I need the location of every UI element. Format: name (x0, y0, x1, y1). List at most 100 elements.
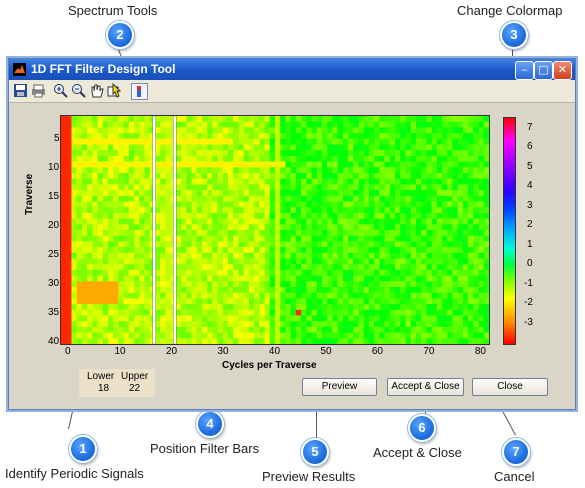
heatmap-cell (389, 258, 396, 265)
heatmap-cell (139, 332, 146, 339)
heatmap-cell (415, 241, 422, 248)
heatmap-cell (175, 161, 182, 168)
heatmap-cell (81, 121, 88, 128)
heatmap-cell (154, 292, 161, 299)
heatmap-cell (233, 161, 239, 168)
heatmap-cell (254, 184, 260, 191)
lower-filter-bar[interactable] (152, 116, 156, 344)
heatmap-cell (353, 292, 360, 299)
heatmap-cell (107, 121, 114, 128)
zoom-in-icon[interactable] (53, 83, 68, 98)
heatmap-cell (238, 150, 245, 157)
spectrum-heatmap[interactable] (60, 115, 490, 345)
preview-button[interactable]: Preview (302, 378, 377, 396)
maximize-icon[interactable]: □ (534, 61, 553, 80)
colormap-colorbar[interactable] (503, 117, 516, 345)
heatmap-cell (379, 207, 386, 214)
heatmap-cell (66, 287, 72, 294)
minimize-icon[interactable]: – (515, 61, 534, 80)
heatmap-cell (259, 133, 266, 140)
heatmap-cell (222, 235, 229, 242)
heatmap-cell (123, 298, 130, 305)
heatmap-cell (306, 292, 313, 299)
heatmap-cell (295, 167, 302, 174)
heatmap-cell (128, 315, 135, 322)
heatmap-cell (71, 315, 78, 322)
heatmap-cell (97, 321, 104, 328)
heatmap-cell (165, 264, 172, 271)
heatmap-cell (462, 321, 469, 328)
heatmap-cell (415, 332, 422, 339)
colorbar-tick-label: 1 (527, 238, 533, 250)
heatmap-cell (410, 195, 417, 202)
heatmap-cell (259, 173, 266, 180)
heatmap-cell (447, 309, 453, 316)
heatmap-cell (113, 138, 119, 145)
heatmap-cell (139, 235, 146, 242)
heatmap-cell (415, 184, 422, 191)
heatmap-cell (160, 281, 166, 288)
heatmap-cell (181, 173, 187, 180)
heatmap-cell (269, 321, 276, 328)
colorbar-toggle-icon[interactable] (131, 83, 148, 100)
heatmap-cell (321, 173, 328, 180)
heatmap-cell (186, 173, 192, 180)
heatmap-cell (473, 241, 480, 248)
heatmap-cell (285, 138, 292, 145)
heatmap-cell (160, 133, 166, 140)
heatmap-cell (269, 144, 276, 151)
heatmap-cell (483, 138, 489, 145)
heatmap-cell (363, 161, 370, 168)
data-cursor-icon[interactable] (107, 82, 122, 98)
heatmap-cell (348, 161, 354, 168)
heatmap-cell (259, 167, 266, 174)
upper-filter-bar[interactable] (173, 116, 177, 344)
heatmap-cell (321, 150, 328, 157)
heatmap-cell (66, 258, 72, 265)
heatmap-cell (222, 133, 229, 140)
close-button[interactable]: Close (472, 378, 548, 396)
save-icon[interactable] (13, 83, 28, 98)
heatmap-cell (363, 224, 370, 231)
heatmap-cell (384, 309, 391, 316)
heatmap-cell (269, 184, 276, 191)
heatmap-cell (113, 287, 119, 294)
heatmap-cell (275, 332, 281, 339)
heatmap-cell (269, 258, 276, 265)
zoom-out-icon[interactable] (71, 83, 86, 98)
heatmap-cell (436, 235, 443, 242)
heatmap-cell (175, 195, 182, 202)
heatmap-cell (212, 258, 219, 265)
heatmap-cell (201, 292, 208, 299)
heatmap-cell (410, 235, 417, 242)
heatmap-cell (337, 230, 344, 237)
title-bar[interactable]: 1D FFT Filter Design Tool – □ ✕ (9, 59, 575, 80)
x-tick-label: 30 (217, 346, 229, 357)
print-icon[interactable] (31, 83, 46, 98)
heatmap-cell (436, 127, 443, 134)
heatmap-cell (295, 321, 302, 328)
close-icon[interactable]: ✕ (553, 61, 572, 80)
heatmap-cell (452, 315, 459, 322)
accept-close-button[interactable]: Accept & Close (387, 378, 464, 396)
heatmap-cell (61, 309, 67, 316)
heatmap-cell (186, 155, 192, 163)
pan-hand-icon[interactable] (89, 83, 104, 98)
heatmap-cell (462, 167, 469, 174)
heatmap-cell (128, 167, 135, 174)
heatmap-cell (264, 338, 271, 344)
heatmap-cell (384, 161, 391, 168)
heatmap-cell (405, 287, 412, 294)
heatmap-cell (165, 212, 172, 220)
heatmap-cell (301, 195, 307, 202)
heatmap-cell (285, 264, 292, 271)
heatmap-cell (358, 121, 365, 128)
heatmap-cell (358, 201, 365, 208)
heatmap-cell (275, 281, 281, 288)
heatmap-cell (368, 195, 375, 202)
heatmap-cell (269, 212, 276, 220)
heatmap-cell (275, 207, 281, 214)
heatmap-cell (410, 173, 417, 180)
heatmap-cell (144, 207, 151, 214)
heatmap-cell (379, 292, 386, 299)
